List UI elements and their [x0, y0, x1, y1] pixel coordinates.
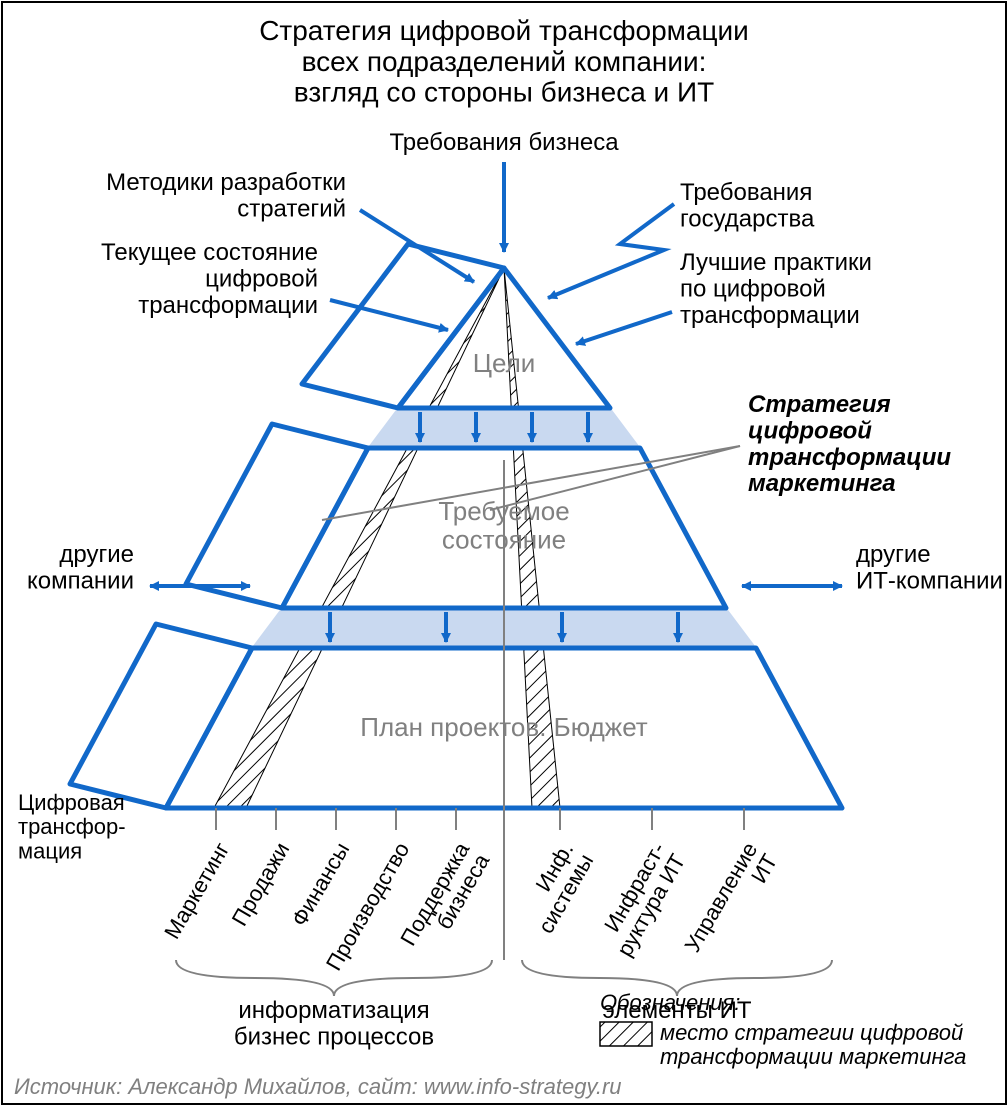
side-face [70, 624, 252, 808]
label-business-requirements: Требования бизнеса [389, 129, 619, 156]
svg-text:Маркетинг: Маркетинг [159, 838, 234, 943]
svg-text:УправлениеИТ: УправлениеИТ [680, 838, 783, 968]
cat-left-2: Финансы [286, 838, 354, 930]
callout-line-1 [490, 446, 740, 510]
label-best-practices: Лучшие практикипо цифровойтрансформации [680, 249, 872, 329]
arrow-practices [576, 312, 672, 344]
label-current-state: Текущее состояниецифровойтрансформации [101, 239, 318, 319]
label-other-it: другиеИТ-компании [856, 541, 1003, 594]
label-side-box: Цифроваятрансфор-мация [18, 790, 126, 863]
legend-text: место стратегии цифровойтрансформации ма… [660, 1020, 966, 1069]
svg-text:Финансы: Финансы [286, 838, 354, 930]
depth-strip [368, 408, 640, 448]
cat-right-1: Инфраст-руктура ИТ [592, 838, 691, 961]
cat-left-0: Маркетинг [159, 838, 234, 943]
arrow-gov [548, 204, 674, 298]
label-left-group: информатизациябизнес процессов [234, 997, 434, 1050]
label-other-companies: другиекомпании [27, 541, 134, 594]
legend-swatch [600, 1022, 652, 1046]
cat-left-1: Продажи [227, 838, 295, 930]
label-plan: План проектов. Бюджет [360, 712, 648, 742]
title: Стратегия цифровой трансформациивсех под… [259, 15, 749, 108]
label-gov: Требованиягосударства [680, 179, 815, 232]
svg-text:Инф.системы: Инф.системы [513, 838, 598, 938]
svg-text:Инфраст-руктура ИТ: Инфраст-руктура ИТ [592, 838, 691, 961]
label-callout: Стратегияцифровойтрансформациимаркетинга [748, 391, 951, 497]
source: Источник: Александр Михайлов, сайт: www.… [14, 1074, 622, 1099]
arrow-methods [360, 210, 474, 282]
label-methods: Методики разработкистратегий [106, 169, 346, 222]
level-goals [398, 268, 610, 408]
svg-text:Продажи: Продажи [227, 838, 295, 930]
label-goals: Цели [473, 348, 536, 378]
legend-title: Обозначения: [600, 990, 740, 1015]
label-state: Требуемоесостояние [438, 496, 569, 555]
cat-right-2: УправлениеИТ [680, 838, 783, 968]
cat-right-0: Инф.системы [513, 838, 598, 938]
